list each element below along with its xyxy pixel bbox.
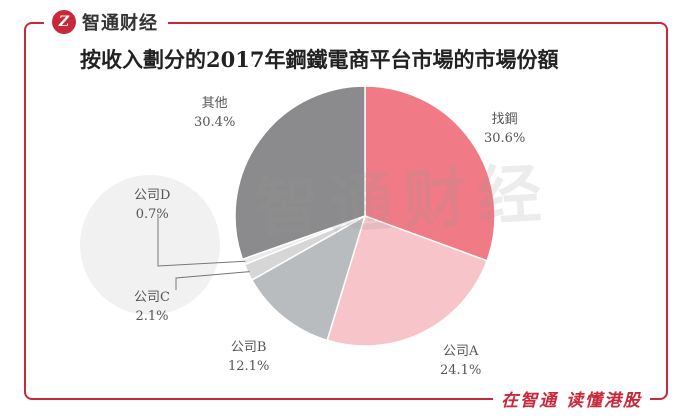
pie-label-4: 公司D 0.7% (134, 186, 170, 224)
pie-label-1: 公司A 24.1% (440, 342, 481, 380)
chart-frame (24, 22, 668, 400)
watermark-logo-icon (80, 175, 220, 315)
brand-name: 智通财经 (82, 13, 158, 34)
pie-slice (234, 85, 366, 261)
pie-label-value: 12.1% (228, 359, 270, 374)
pie-label-name: 公司A (442, 344, 479, 359)
footer-slogan: 在智通 读懂港股 (493, 386, 650, 411)
leader-line (157, 214, 246, 267)
pie-slice (250, 214, 367, 342)
pie-label-name: 公司D (134, 188, 171, 203)
pie-label-2: 公司B 12.1% (228, 338, 269, 376)
pie-slice (326, 215, 489, 347)
pie-label-name: 找鋼 (491, 112, 518, 127)
pie-slice (364, 85, 496, 262)
pie-label-value: 0.7% (135, 207, 169, 222)
pie-label-name: 其他 (201, 96, 228, 111)
pie-label-value: 24.1% (440, 363, 482, 378)
chart-title: 按收入劃分的2017年鋼鐵電商平台市場的市場份額 (80, 47, 559, 72)
leader-line (175, 271, 250, 290)
pie-label-name: 公司C (134, 290, 170, 305)
pie-label-value: 30.4% (194, 115, 236, 130)
pie-label-3: 公司C 2.1% (134, 288, 170, 326)
pie-label-name: 公司B (230, 340, 267, 355)
brand-header: Z 智通财经 (44, 8, 168, 36)
pie-label-value: 2.1% (135, 309, 169, 324)
pie-label-0: 找鋼 30.6% (484, 110, 525, 148)
watermark-text: 智通财经 (253, 157, 554, 247)
pie-label-value: 30.6% (484, 131, 526, 146)
brand-logo-icon: Z (52, 10, 76, 34)
pie-label-5: 其他 30.4% (194, 94, 235, 132)
